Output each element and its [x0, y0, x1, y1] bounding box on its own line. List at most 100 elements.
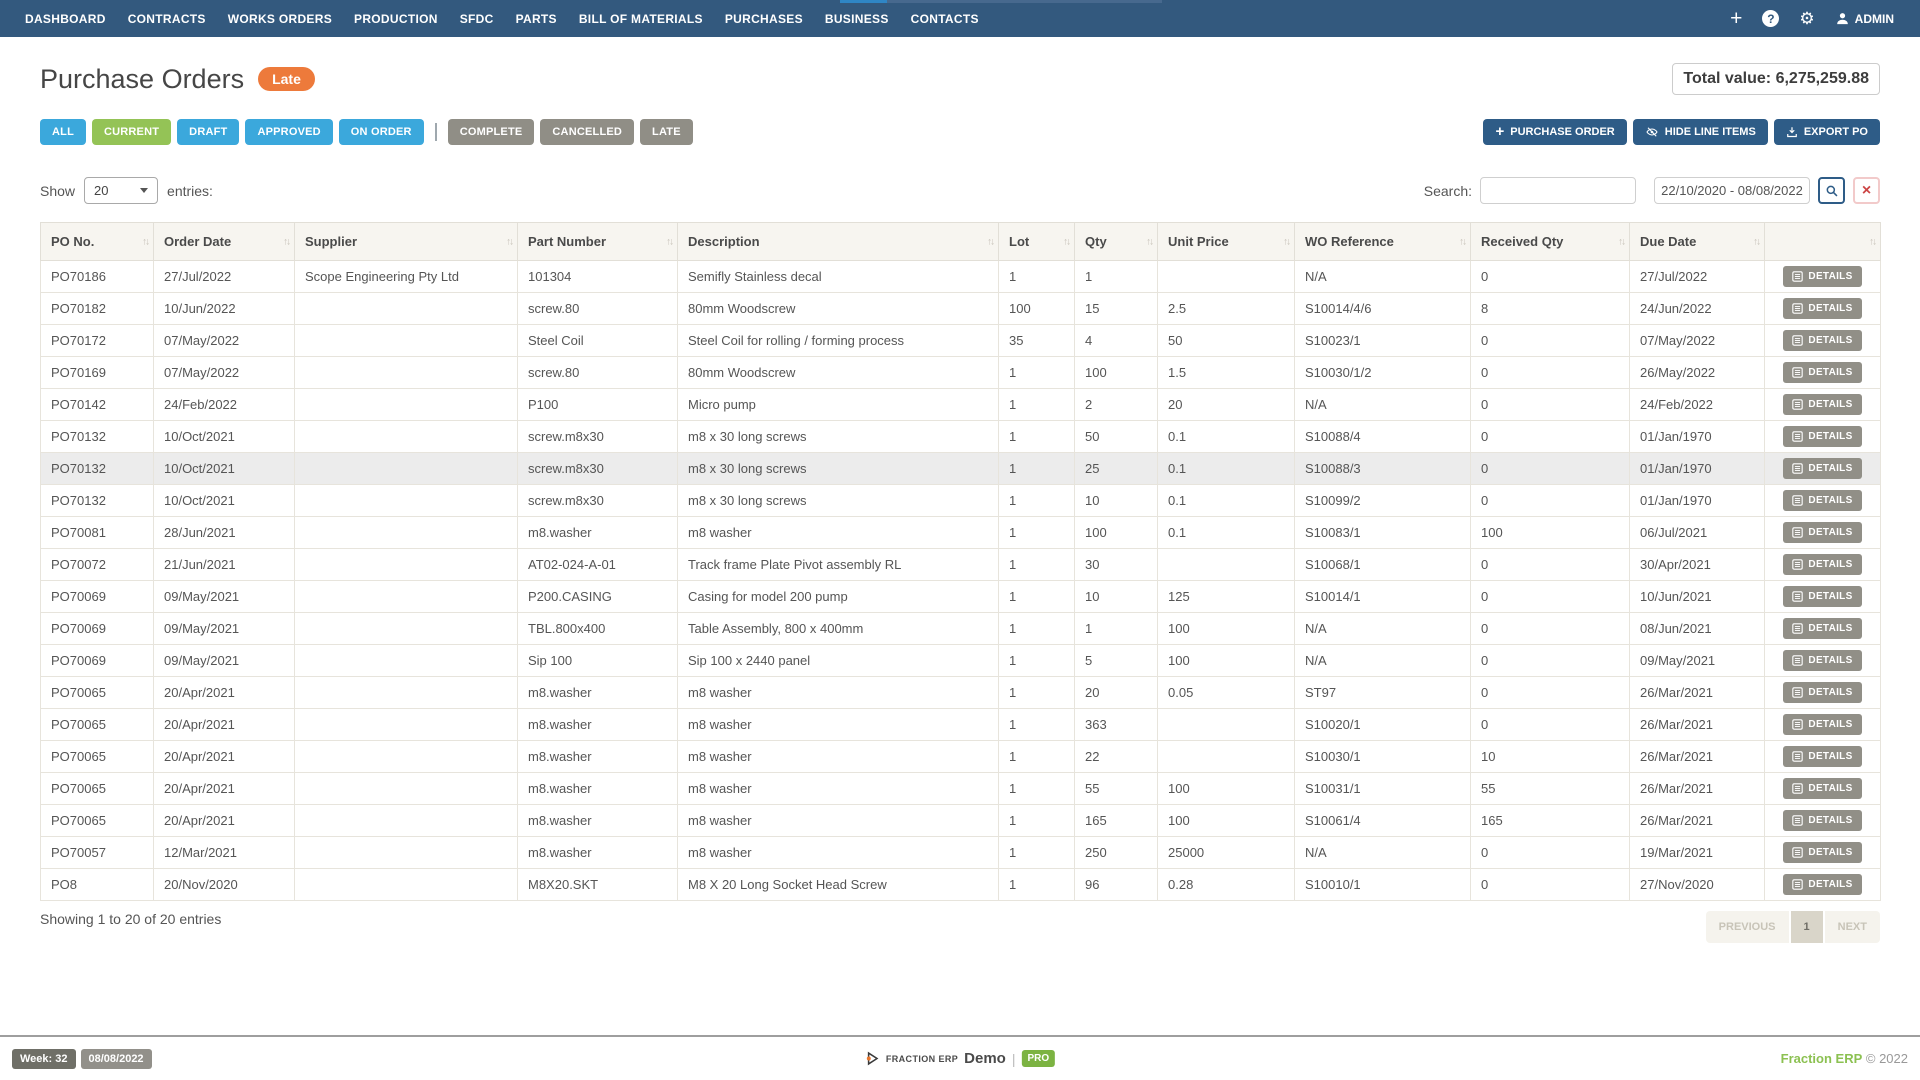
details-button[interactable]: DETAILS: [1783, 810, 1861, 831]
details-button[interactable]: DETAILS: [1783, 394, 1861, 415]
nav-item-dashboard[interactable]: DASHBOARD: [14, 12, 117, 26]
table-row[interactable]: PO70069 09/May/2021 P200.CASING Casing f…: [41, 581, 1881, 613]
col-header-po-no[interactable]: PO No.↑↓: [41, 223, 154, 261]
entries-select[interactable]: 20: [84, 177, 158, 204]
table-row[interactable]: PO70069 09/May/2021 Sip 100 Sip 100 x 24…: [41, 645, 1881, 677]
filter-current-button[interactable]: CURRENT: [92, 119, 171, 145]
details-button[interactable]: DETAILS: [1783, 522, 1861, 543]
cell-due-date: 26/Mar/2021: [1630, 773, 1765, 805]
details-button[interactable]: DETAILS: [1783, 618, 1861, 639]
table-row[interactable]: PO70069 09/May/2021 TBL.800x400 Table As…: [41, 613, 1881, 645]
date-clear-button[interactable]: ×: [1853, 177, 1880, 204]
filter-cancelled-button[interactable]: CANCELLED: [540, 119, 634, 145]
table-row[interactable]: PO70182 10/Jun/2022 screw.80 80mm Woodsc…: [41, 293, 1881, 325]
details-label: DETAILS: [1808, 623, 1852, 634]
col-header-due-date[interactable]: Due Date↑↓: [1630, 223, 1765, 261]
table-row[interactable]: PO70065 20/Apr/2021 m8.washer m8 washer …: [41, 741, 1881, 773]
admin-user-menu[interactable]: ADMIN: [1835, 11, 1894, 26]
cell-details: DETAILS: [1765, 517, 1881, 549]
details-button[interactable]: DETAILS: [1783, 682, 1861, 703]
details-button[interactable]: DETAILS: [1783, 650, 1861, 671]
filter-approved-button[interactable]: APPROVED: [245, 119, 332, 145]
table-row[interactable]: PO8 20/Nov/2020 M8X20.SKT M8 X 20 Long S…: [41, 869, 1881, 901]
table-row[interactable]: PO70065 20/Apr/2021 m8.washer m8 washer …: [41, 677, 1881, 709]
export-po-button[interactable]: EXPORT PO: [1774, 119, 1880, 145]
table-row[interactable]: PO70169 07/May/2022 screw.80 80mm Woodsc…: [41, 357, 1881, 389]
table-row[interactable]: PO70065 20/Apr/2021 m8.washer m8 washer …: [41, 805, 1881, 837]
col-header-supplier[interactable]: Supplier↑↓: [295, 223, 518, 261]
col-label: Part Number: [528, 234, 606, 249]
details-label: DETAILS: [1808, 591, 1852, 602]
details-button[interactable]: DETAILS: [1783, 554, 1861, 575]
filter-late-button[interactable]: LATE: [640, 119, 693, 145]
cell-part-number: AT02-024-A-01: [518, 549, 678, 581]
details-button[interactable]: DETAILS: [1783, 266, 1861, 287]
cell-po-no: PO70069: [41, 581, 154, 613]
details-button[interactable]: DETAILS: [1783, 842, 1861, 863]
col-header-qty[interactable]: Qty↑↓: [1075, 223, 1158, 261]
table-row[interactable]: PO70142 24/Feb/2022 P100 Micro pump 1 2 …: [41, 389, 1881, 421]
details-button[interactable]: DETAILS: [1783, 874, 1861, 895]
table-row[interactable]: PO70172 07/May/2022 Steel Coil Steel Coi…: [41, 325, 1881, 357]
hide-line-items-button[interactable]: HIDE LINE ITEMS: [1633, 119, 1768, 145]
cell-unit-price: 25000: [1158, 837, 1295, 869]
cell-wo-reference: S10088/3: [1295, 453, 1471, 485]
nav-item-works-orders[interactable]: WORKS ORDERS: [217, 12, 343, 26]
details-button[interactable]: DETAILS: [1783, 714, 1861, 735]
nav-item-parts[interactable]: PARTS: [505, 12, 568, 26]
col-header-wo-reference[interactable]: WO Reference↑↓: [1295, 223, 1471, 261]
new-purchase-order-button[interactable]: + PURCHASE ORDER: [1483, 119, 1626, 145]
table-row[interactable]: PO70065 20/Apr/2021 m8.washer m8 washer …: [41, 709, 1881, 741]
cell-details: DETAILS: [1765, 741, 1881, 773]
previous-page-button[interactable]: PREVIOUS: [1706, 911, 1789, 943]
filter-on-order-button[interactable]: ON ORDER: [339, 119, 424, 145]
table-row[interactable]: PO70186 27/Jul/2022 Scope Engineering Pt…: [41, 261, 1881, 293]
col-header-details[interactable]: ↑↓: [1765, 223, 1881, 261]
table-row[interactable]: PO70072 21/Jun/2021 AT02-024-A-01 Track …: [41, 549, 1881, 581]
date-range-input[interactable]: [1654, 177, 1810, 204]
details-button[interactable]: DETAILS: [1783, 586, 1861, 607]
quick-add-icon[interactable]: +: [1730, 8, 1742, 29]
filter-draft-button[interactable]: DRAFT: [177, 119, 239, 145]
details-button[interactable]: DETAILS: [1783, 458, 1861, 479]
cell-wo-reference: N/A: [1295, 645, 1471, 677]
col-label: Due Date: [1640, 234, 1696, 249]
col-header-order-date[interactable]: Order Date↑↓: [154, 223, 295, 261]
details-button[interactable]: DETAILS: [1783, 490, 1861, 511]
details-button[interactable]: DETAILS: [1783, 330, 1861, 351]
nav-item-purchases[interactable]: PURCHASES: [714, 12, 814, 26]
details-button[interactable]: DETAILS: [1783, 362, 1861, 383]
nav-item-production[interactable]: PRODUCTION: [343, 12, 449, 26]
cell-qty: 363: [1075, 709, 1158, 741]
col-header-received-qty[interactable]: Received Qty↑↓: [1471, 223, 1630, 261]
table-row[interactable]: PO70081 28/Jun/2021 m8.washer m8 washer …: [41, 517, 1881, 549]
col-header-part-number[interactable]: Part Number↑↓: [518, 223, 678, 261]
nav-item-contacts[interactable]: CONTACTS: [900, 12, 990, 26]
filter-all-button[interactable]: ALL: [40, 119, 86, 145]
table-row[interactable]: PO70057 12/Mar/2021 m8.washer m8 washer …: [41, 837, 1881, 869]
table-row[interactable]: PO70132 10/Oct/2021 screw.m8x30 m8 x 30 …: [41, 453, 1881, 485]
list-icon: [1792, 719, 1803, 730]
details-button[interactable]: DETAILS: [1783, 298, 1861, 319]
details-label: DETAILS: [1808, 335, 1852, 346]
col-header-unit-price[interactable]: Unit Price↑↓: [1158, 223, 1295, 261]
nav-item-sfdc[interactable]: SFDC: [449, 12, 505, 26]
page-number-button[interactable]: 1: [1789, 911, 1825, 943]
nav-item-business[interactable]: BUSINESS: [814, 12, 900, 26]
nav-item-bill-of-materials[interactable]: BILL OF MATERIALS: [568, 12, 714, 26]
details-button[interactable]: DETAILS: [1783, 746, 1861, 767]
col-header-lot[interactable]: Lot↑↓: [999, 223, 1075, 261]
next-page-button[interactable]: NEXT: [1825, 911, 1880, 943]
table-row[interactable]: PO70132 10/Oct/2021 screw.m8x30 m8 x 30 …: [41, 421, 1881, 453]
filter-complete-button[interactable]: COMPLETE: [448, 119, 535, 145]
table-row[interactable]: PO70065 20/Apr/2021 m8.washer m8 washer …: [41, 773, 1881, 805]
date-search-button[interactable]: [1818, 177, 1845, 204]
help-icon[interactable]: ?: [1762, 10, 1779, 27]
search-input[interactable]: [1480, 177, 1636, 204]
settings-gear-icon[interactable]: ⚙: [1799, 10, 1814, 27]
details-button[interactable]: DETAILS: [1783, 778, 1861, 799]
col-header-description[interactable]: Description↑↓: [678, 223, 999, 261]
nav-item-contracts[interactable]: CONTRACTS: [117, 12, 217, 26]
table-row[interactable]: PO70132 10/Oct/2021 screw.m8x30 m8 x 30 …: [41, 485, 1881, 517]
details-button[interactable]: DETAILS: [1783, 426, 1861, 447]
